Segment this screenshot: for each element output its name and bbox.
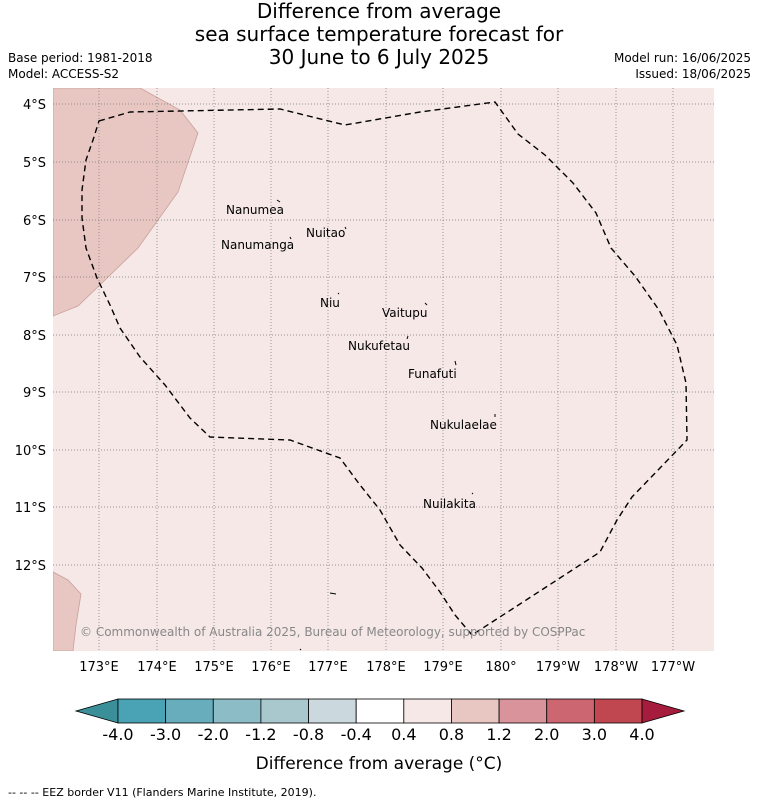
- colorbar-tick-label: -2.0: [198, 725, 229, 744]
- x-tick-label: 178°E: [366, 660, 406, 675]
- title-line-1: Difference from average: [256, 0, 502, 23]
- colorbar-segment: [403, 698, 452, 724]
- y-tick-label: 8°S: [23, 329, 46, 344]
- colorbar-tick-label: 2.0: [534, 725, 559, 744]
- colorbar-tick-label: -4.0: [102, 725, 133, 744]
- island-label-nanumea: Nanumea: [226, 203, 284, 217]
- colorbar-segment: [498, 698, 548, 724]
- colorbar-tick-label: -3.0: [150, 725, 181, 744]
- x-tick-label: 176°E: [251, 660, 291, 675]
- island-label-nukulaelae: Nukulaelae: [430, 418, 497, 432]
- base-period: Base period: 1981-2018: [8, 51, 153, 65]
- model-name: Model: ACCESS-S2: [8, 67, 120, 81]
- y-tick-label: 5°S: [23, 156, 46, 171]
- colorbar-segment: [212, 698, 262, 724]
- copyright-notice: © Commonwealth of Australia 2025, Bureau…: [80, 625, 585, 639]
- colorbar-segment: [165, 698, 214, 724]
- colorbar-tick-label: 4.0: [629, 725, 654, 744]
- x-tick-label: 177°W: [651, 660, 695, 675]
- anomaly-region-southwest: [53, 571, 82, 651]
- colorbar-segment: [451, 698, 500, 724]
- x-tick-label: 173°E: [79, 660, 119, 675]
- island-label-funafuti: Funafuti: [408, 367, 457, 381]
- x-tick-label: 175°E: [194, 660, 234, 675]
- title-line-3: 30 June to 6 July 2025: [268, 45, 490, 69]
- title-line-2: sea surface temperature forecast for: [194, 22, 564, 46]
- colorbar-segment: [546, 698, 595, 724]
- colorbar-labels: -4.0 -3.0 -2.0 -1.2 -0.8 -0.4 0.4 0.8 1.2 2.0 3.0 4…: [102, 725, 654, 744]
- eez-border: [81, 101, 688, 636]
- issued-date: Issued: 18/06/2025: [635, 67, 751, 81]
- island-markers: [276, 199, 496, 651]
- gridlines: [53, 88, 714, 651]
- colorbar-tick-label: -0.8: [293, 725, 324, 744]
- colorbar-segment: [260, 698, 309, 724]
- x-tick-label: 174°E: [137, 660, 177, 675]
- y-tick-label: 9°S: [23, 386, 46, 401]
- island-label-nanumanga: Nanumanga: [221, 238, 294, 252]
- eez-legend-note: -- -- -- EEZ border V11 (Flanders Marine…: [8, 786, 317, 799]
- x-tick-label: 180°: [485, 660, 516, 675]
- colorbar-segment: [355, 698, 405, 724]
- island-label-niu: Niu: [320, 296, 340, 310]
- colorbar-tick-label: 3.0: [582, 725, 607, 744]
- x-tick-label: 179°E: [423, 660, 463, 675]
- x-axis-ticks: 173°E 174°E 175°E 176°E 177°E 178°E 179°E 180° 1…: [79, 660, 695, 675]
- y-tick-label: 10°S: [15, 444, 46, 459]
- y-tick-label: 11°S: [15, 501, 46, 516]
- island-label-nuitao: Nuitao: [306, 226, 345, 240]
- colorbar-tick-label: 0.4: [391, 725, 416, 744]
- colorbar-segment: [117, 698, 167, 724]
- y-axis-ticks: 4°S 5°S 6°S 7°S 8°S 9°S 10°S 11°S 12°S: [15, 98, 46, 574]
- y-tick-label: 4°S: [23, 98, 46, 113]
- model-run: Model run: 16/06/2025: [613, 51, 751, 65]
- colorbar-tick-label: -0.4: [341, 725, 372, 744]
- colorbar: [74, 698, 686, 724]
- island-label-nuilakita: Nuilakita: [423, 497, 476, 511]
- y-tick-label: 7°S: [23, 271, 46, 286]
- colorbar-over-arrow: [641, 698, 686, 724]
- x-tick-label: 178°W: [594, 660, 638, 675]
- colorbar-tick-label: 0.8: [439, 725, 464, 744]
- island-label-vaitupu: Vaitupu: [382, 306, 428, 320]
- colorbar-under-arrow: [74, 698, 119, 724]
- colorbar-tick-label: -1.2: [245, 725, 276, 744]
- x-tick-label: 177°E: [308, 660, 348, 675]
- colorbar-title: Difference from average (°C): [256, 754, 503, 774]
- x-tick-label: 179°W: [536, 660, 580, 675]
- island-label-nukufetau: Nukufetau: [348, 339, 410, 353]
- colorbar-tick-label: 1.2: [486, 725, 511, 744]
- colorbar-segment: [593, 698, 643, 724]
- colorbar-segment: [308, 698, 357, 724]
- y-tick-label: 6°S: [23, 214, 46, 229]
- y-tick-label: 12°S: [15, 559, 46, 574]
